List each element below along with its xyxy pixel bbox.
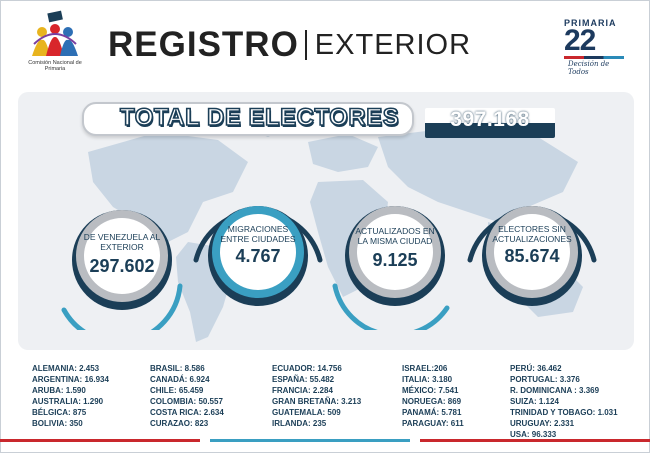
country-item: FRANCIA: 2.284 [272,386,333,395]
country-item: PARAGUAY: 611 [402,419,464,428]
brand-tagline: Decisión de Todos [568,60,610,76]
country-item: ARGENTINA: 16.934 [32,375,109,384]
country-column-4: ISRAEL:206 ITALIA: 3.180 MÉXICO: 7.541 N… [402,363,464,429]
stat-migraciones: MIGRACIONES ENTRE CIUDADES 4.767 [188,168,328,308]
country-column-5: PERÚ: 36.462 PORTUGAL: 3.376 R. DOMINICA… [510,363,618,440]
country-item: BÉLGICA: 875 [32,408,87,417]
ring-icon [467,206,597,306]
ring-icon [61,210,183,330]
country-item: IRLANDA: 235 [272,419,327,428]
stat-label: ELECTORES SIN ACTUALIZACIONES [492,224,572,244]
country-item: NORUEGA: 869 [402,397,462,406]
country-item: URUGUAY: 2.331 [510,419,575,428]
country-item: MÉXICO: 7.541 [402,386,459,395]
ring-icon [193,206,323,306]
country-item: ITALIA: 3.180 [402,375,453,384]
stat-venezuela-exterior: DE VENEZUELA AL EXTERIOR 297.602 [52,190,192,330]
country-item: ALEMANIA: 2.453 [32,364,100,373]
country-item: ISRAEL:206 [402,364,448,373]
country-item: BRASIL: 8.586 [150,364,205,373]
country-item: SUIZA: 1.124 [510,397,559,406]
stat-value: 4.767 [235,246,281,266]
total-value-box-top [425,108,555,123]
total-value: 397.168 [450,108,530,131]
stat-value: 297.602 [89,256,155,276]
stat-value: 85.674 [504,246,560,266]
brand-number: 22 [564,24,596,57]
brand-top: PRIMARIA [564,18,617,28]
country-item: COLOMBIA: 50.557 [150,397,223,406]
country-item: CHILE: 65.459 [150,386,204,395]
total-label: TOTAL DE ELECTORES [119,103,400,132]
country-item: BOLIVIA: 350 [32,419,83,428]
country-column-1: ALEMANIA: 2.453 ARGENTINA: 16.934 ARUBA:… [32,363,109,429]
country-item: TRINIDAD Y TOBAGO: 1.031 [510,408,618,417]
country-column-3: ECUADOR: 14.756 ESPAÑA: 55.482 FRANCIA: … [272,363,361,429]
stat-sin-actualizaciones: ELECTORES SIN ACTUALIZACIONES 85.674 [462,168,602,308]
stat-label: ACTUALIZADOS EN LA MISMA CIUDAD [355,226,435,246]
commission-emblem-icon [32,10,78,56]
country-item: R. DOMINICANA : 3.369 [510,386,600,395]
country-item: CANADÁ: 6.924 [150,375,210,384]
commission-logo: Comisión Nacional de Primaria [24,10,86,78]
country-item: PORTUGAL: 3.376 [510,375,580,384]
country-item: GRAN BRETAÑA: 3.213 [272,397,362,406]
page-title: REGISTRO EXTERIOR [108,25,472,64]
title-bold: REGISTRO [108,25,299,64]
org-name: Comisión Nacional de Primaria [28,60,82,72]
title-separator [304,30,307,60]
title-light: EXTERIOR [314,28,472,61]
stat-value: 9.125 [372,250,418,270]
country-item: GUATEMALA: 509 [272,408,341,417]
country-item: ESPAÑA: 55.482 [272,375,335,384]
country-column-2: BRASIL: 8.586 CANADÁ: 6.924 CHILE: 65.45… [150,363,224,429]
country-item: COSTA RICA: 2.634 [150,408,224,417]
country-item: PANAMÁ: 5.781 [402,408,462,417]
country-item: AUSTRALIA: 1.290 [32,397,104,406]
country-item: USA: 96.333 [510,430,557,439]
total-label-box [82,102,414,136]
stat-actualizados: ACTUALIZADOS EN LA MISMA CIUDAD 9.125 [325,190,465,330]
stat-label: MIGRACIONES ENTRE CIUDADES [220,224,296,244]
stat-label: DE VENEZUELA AL EXTERIOR [83,232,161,252]
country-item: CURAZAO: 823 [150,419,209,428]
country-item: ARUBA: 1.590 [32,386,86,395]
ring-icon [332,206,450,330]
bottom-color-bars [0,439,650,442]
brand-flag-bar [564,56,624,59]
country-item: ECUADOR: 14.756 [272,364,342,373]
country-item: PERÚ: 36.462 [510,364,562,373]
primaria-logo: PRIMARIA 22 Decisión de Todos [556,18,632,76]
